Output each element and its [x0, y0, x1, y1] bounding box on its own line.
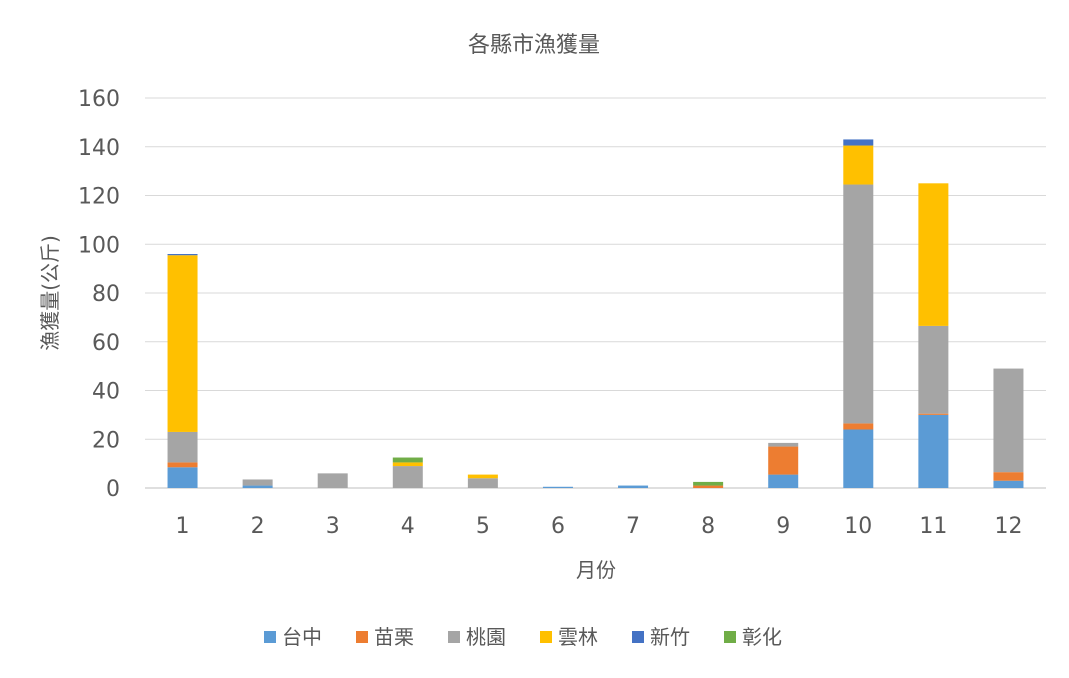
- bar-segment-桃園-2: [242, 479, 273, 486]
- bar-segment-苗栗-10: [843, 423, 874, 430]
- x-tick-label: 3: [326, 514, 340, 539]
- legend-swatch-苗栗: [356, 631, 368, 643]
- bar-segment-苗栗-12: [993, 472, 1024, 481]
- bar-segment-台中-1: [167, 467, 198, 488]
- legend-label-雲林: 雲林: [558, 625, 598, 649]
- bar-segment-新竹-1: [167, 254, 198, 256]
- bar-segment-彰化-8: [693, 481, 724, 486]
- bar-segment-苗栗-1: [167, 462, 198, 468]
- x-tick-label: 8: [701, 514, 715, 539]
- y-tick-label: 20: [92, 428, 120, 453]
- bar-segment-台中-9: [768, 474, 799, 488]
- x-tick-label: 7: [626, 514, 640, 539]
- x-tick-label: 4: [401, 514, 415, 539]
- bar-segment-桃園-3: [317, 473, 348, 488]
- x-axis-ticks: 1 2 3 4 5 6 7 8 9 10 11 12: [176, 514, 1023, 539]
- y-axis-ticks: 0 20 40 60 80 100 120 140 160: [78, 87, 120, 502]
- bar-segment-雲林-4: [392, 462, 423, 467]
- y-tick-label: 80: [92, 282, 120, 307]
- bar-segment-雲林-5: [467, 474, 498, 479]
- y-tick-label: 40: [92, 380, 120, 405]
- bar-segment-台中-7: [618, 485, 649, 488]
- legend-swatch-新竹: [632, 631, 644, 643]
- bar-segment-台中-6: [542, 486, 573, 488]
- legend-label-苗栗: 苗栗: [374, 625, 414, 649]
- bar-segment-桃園-9: [768, 442, 799, 447]
- y-tick-label: 60: [92, 331, 120, 356]
- legend-swatch-彰化: [724, 631, 736, 643]
- bars: [167, 139, 1024, 488]
- x-tick-label: 5: [476, 514, 490, 539]
- x-tick-label: 1: [176, 514, 190, 539]
- bar-segment-桃園-10: [843, 184, 874, 424]
- y-tick-label: 0: [106, 477, 120, 502]
- legend-label-彰化: 彰化: [742, 625, 782, 649]
- x-tick-label: 12: [994, 514, 1022, 539]
- bar-segment-苗栗-9: [768, 446, 799, 475]
- bar-segment-苗栗-8: [693, 485, 724, 488]
- x-tick-label: 6: [551, 514, 565, 539]
- gridlines: [145, 97, 1046, 489]
- bar-segment-台中-10: [843, 429, 874, 488]
- bar-segment-桃園-5: [467, 478, 498, 488]
- bar-segment-雲林-10: [843, 145, 874, 185]
- bar-segment-桃園-1: [167, 431, 198, 463]
- legend-swatch-桃園: [448, 631, 460, 643]
- y-tick-label: 160: [78, 87, 120, 112]
- bar-segment-桃園-4: [392, 466, 423, 488]
- x-axis-label: 月份: [576, 558, 616, 582]
- legend-label-桃園: 桃園: [466, 625, 506, 649]
- bar-segment-苗栗-11: [918, 413, 949, 415]
- bar-segment-桃園-12: [993, 368, 1024, 473]
- legend-swatch-台中: [264, 631, 276, 643]
- legend: 台中 苗栗 桃園 雲林 新竹 彰化: [264, 625, 782, 649]
- bar-segment-彰化-4: [392, 457, 423, 463]
- y-tick-label: 140: [78, 136, 120, 161]
- y-tick-label: 100: [78, 233, 120, 258]
- x-tick-label: 2: [251, 514, 265, 539]
- bar-segment-台中-12: [993, 480, 1024, 488]
- x-tick-label: 10: [844, 514, 872, 539]
- legend-label-新竹: 新竹: [650, 625, 690, 649]
- y-axis-label: 漁獲量(公斤): [38, 235, 62, 351]
- bar-segment-雲林-1: [167, 255, 198, 432]
- legend-label-台中: 台中: [282, 625, 322, 649]
- bar-segment-台中-11: [918, 414, 949, 488]
- y-tick-label: 120: [78, 185, 120, 210]
- chart-title: 各縣市漁獲量: [468, 33, 600, 58]
- bar-segment-雲林-11: [918, 183, 949, 326]
- x-tick-label: 9: [776, 514, 790, 539]
- bar-segment-台中-2: [242, 485, 273, 488]
- x-tick-label: 11: [919, 514, 947, 539]
- bar-segment-桃園-11: [918, 325, 949, 414]
- bar-segment-新竹-10: [843, 139, 874, 146]
- legend-swatch-雲林: [540, 631, 552, 643]
